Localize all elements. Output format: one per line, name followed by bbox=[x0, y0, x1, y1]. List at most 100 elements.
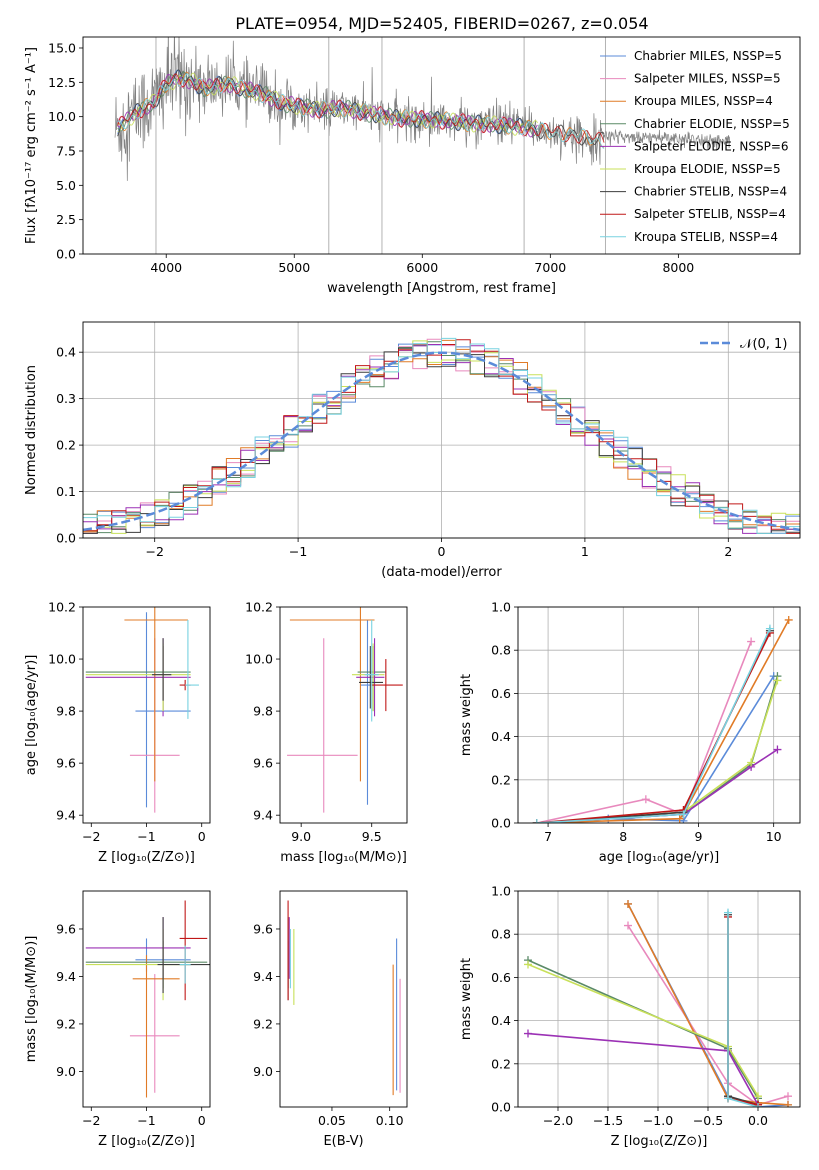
x-tick-label: −1 bbox=[289, 544, 307, 559]
y-axis-label: age [log₁₀(age/yr)] bbox=[24, 655, 39, 776]
x-tick-label: 1 bbox=[581, 544, 589, 559]
y-tick-label: 9.8 bbox=[253, 704, 273, 719]
histogram-kroupa_elodie bbox=[83, 340, 800, 534]
y-tick-label: 0.6 bbox=[491, 686, 511, 701]
age_vs_mass-plot-area bbox=[287, 607, 403, 813]
age_vs_z-panel: −2 −1 0 9.4 9.6 9.8 10.0 10.2 Z [log₁₀(Z/Z⊙)] age… bbox=[24, 600, 211, 865]
x-tick-label: −1.0 bbox=[643, 1113, 673, 1128]
spectrum-legend: Chabrier MILES, NSSP=5 Salpeter MILES, NS… bbox=[600, 49, 790, 244]
y-tick-label: 0.4 bbox=[491, 1013, 511, 1028]
x-tick-label: 5000 bbox=[278, 260, 310, 275]
spectrum-plot-area bbox=[114, 37, 730, 254]
weight-marker-salpeter_miles bbox=[784, 1092, 792, 1101]
y-tick-label: 9.8 bbox=[56, 704, 76, 719]
y-tick-label: 10.0 bbox=[48, 652, 76, 667]
weight-marker-kroupa_elodie bbox=[773, 676, 782, 685]
y-tick-label: 0.3 bbox=[56, 391, 76, 406]
y-tick-label: 0.4 bbox=[56, 345, 76, 360]
legend-label: 𝒩(0, 1) bbox=[740, 337, 787, 352]
x-axis-label: Z [log₁₀(Z/Z⊙)] bbox=[611, 1134, 708, 1149]
x-axis-label: wavelength [Angstrom, rest frame] bbox=[327, 281, 556, 296]
y-axis-label: Normed distribution bbox=[24, 365, 39, 495]
axes-frame bbox=[82, 36, 801, 255]
weight-marker-kroupa_miles bbox=[675, 814, 684, 823]
x-tick-label: −2 bbox=[82, 1113, 100, 1128]
legend-label: Salpeter ELODIE, NSSP=6 bbox=[634, 139, 789, 153]
residuals-plot-area bbox=[83, 337, 800, 534]
y-tick-label: 0.0 bbox=[491, 1100, 511, 1115]
y-tick-label: 9.2 bbox=[253, 1016, 273, 1031]
x-tick-label: −2 bbox=[145, 544, 163, 559]
y-tick-label: 10.2 bbox=[245, 600, 273, 615]
weight-marker-kroupa_elodie bbox=[754, 1092, 762, 1101]
axes-frame bbox=[517, 606, 801, 824]
y-tick-label: 0.6 bbox=[491, 970, 511, 985]
y-tick-label: 0.0 bbox=[56, 531, 76, 546]
y-tick-label: 9.6 bbox=[56, 921, 76, 936]
spectrum-panel: 4000 5000 6000 7000 8000 0.0 2.5 5.0 7.5 10.0 12.5… bbox=[24, 36, 801, 296]
x-tick-label: 0.0 bbox=[748, 1113, 768, 1128]
y-tick-label: 5.0 bbox=[56, 178, 76, 193]
x-tick-label: 9.0 bbox=[291, 829, 311, 844]
y-tick-label: 0.0 bbox=[491, 816, 511, 831]
age_vs_mass-panel: 9.0 9.5 9.4 9.6 9.8 10.0 10.2 mass [log₁₀(M/M⊙)… bbox=[245, 600, 408, 865]
axes-frame bbox=[279, 606, 408, 824]
weight-marker-kroupa_stelib bbox=[765, 624, 774, 633]
mass_vs_z-plot-area bbox=[85, 900, 210, 1098]
mass_vs_ebv-plot-area bbox=[287, 900, 401, 1096]
residuals-panel: −2 −1 0 1 2 0.0 0.1 0.2 0.3 0.4 (data-model)/error… bbox=[24, 321, 801, 580]
legend-label: Salpeter MILES, NSSP=5 bbox=[634, 72, 781, 86]
y-tick-label: 0.8 bbox=[491, 643, 511, 658]
age_vs_z-plot-area bbox=[85, 607, 199, 813]
x-tick-label: −1.5 bbox=[593, 1113, 623, 1128]
y-tick-label: 10.0 bbox=[48, 109, 76, 124]
weight-marker-kroupa_miles bbox=[784, 615, 793, 624]
x-tick-label: −0.5 bbox=[693, 1113, 723, 1128]
x-tick-label: 0.10 bbox=[376, 1113, 404, 1128]
y-tick-label: 0.8 bbox=[491, 927, 511, 942]
y-tick-label: 1.0 bbox=[491, 600, 511, 615]
y-tick-label: 9.6 bbox=[253, 921, 273, 936]
y-tick-label: 0.1 bbox=[56, 484, 76, 499]
x-tick-label: 10 bbox=[766, 829, 782, 844]
y-tick-label: 0.2 bbox=[491, 1056, 511, 1071]
axes-frame bbox=[517, 890, 801, 1108]
x-axis-label: E(B-V) bbox=[323, 1134, 363, 1149]
x-tick-label: 4000 bbox=[150, 260, 182, 275]
x-tick-label: 7000 bbox=[534, 260, 566, 275]
y-tick-label: 9.4 bbox=[253, 969, 273, 984]
y-tick-label: 10.2 bbox=[48, 600, 76, 615]
y-axis-label: mass weight bbox=[459, 674, 474, 756]
y-tick-label: 12.5 bbox=[48, 75, 76, 90]
y-tick-label: 9.0 bbox=[56, 1064, 76, 1079]
y-tick-label: 7.5 bbox=[56, 143, 76, 158]
x-tick-label: −2 bbox=[82, 829, 100, 844]
model-spectrum-salpeter_elodie bbox=[117, 73, 538, 138]
weight-marker-kroupa_elodie bbox=[524, 960, 532, 969]
legend-label: Chabrier ELODIE, NSSP=5 bbox=[634, 117, 790, 131]
histogram-chabrier_stelib bbox=[83, 347, 800, 534]
legend-label: Kroupa ELODIE, NSSP=5 bbox=[634, 162, 781, 176]
y-tick-label: 9.4 bbox=[56, 808, 76, 823]
x-tick-label: 9.5 bbox=[362, 829, 382, 844]
weight-line-salpeter_miles bbox=[536, 641, 752, 823]
y-axis-label: mass weight bbox=[459, 958, 474, 1040]
x-tick-label: −1 bbox=[137, 829, 155, 844]
y-tick-label: 9.0 bbox=[253, 1064, 273, 1079]
x-tick-label: −2.0 bbox=[543, 1113, 573, 1128]
weight_vs_age-panel: 7 8 9 10 0.0 0.2 0.4 0.6 0.8 1.0 age [log₁₀(age/yr… bbox=[459, 600, 801, 865]
weight-marker-salpeter_elodie bbox=[773, 745, 782, 754]
weight-marker-salpeter_elodie bbox=[524, 1029, 532, 1038]
legend-label: Kroupa STELIB, NSSP=4 bbox=[634, 230, 778, 244]
y-tick-label: 9.4 bbox=[253, 808, 273, 823]
y-tick-label: 0.2 bbox=[56, 438, 76, 453]
y-tick-label: 15.0 bbox=[48, 40, 76, 55]
y-tick-label: 1.0 bbox=[491, 884, 511, 899]
weight-marker-kroupa_elodie bbox=[747, 758, 756, 767]
legend-label: Chabrier MILES, NSSP=5 bbox=[634, 49, 782, 63]
weight-marker-kroupa_miles bbox=[624, 899, 632, 908]
x-axis-label: mass [log₁₀(M/M⊙)] bbox=[280, 850, 407, 865]
weight-line-salpeter_stelib bbox=[536, 632, 771, 823]
weight-marker-kroupa_stelib bbox=[679, 810, 688, 819]
